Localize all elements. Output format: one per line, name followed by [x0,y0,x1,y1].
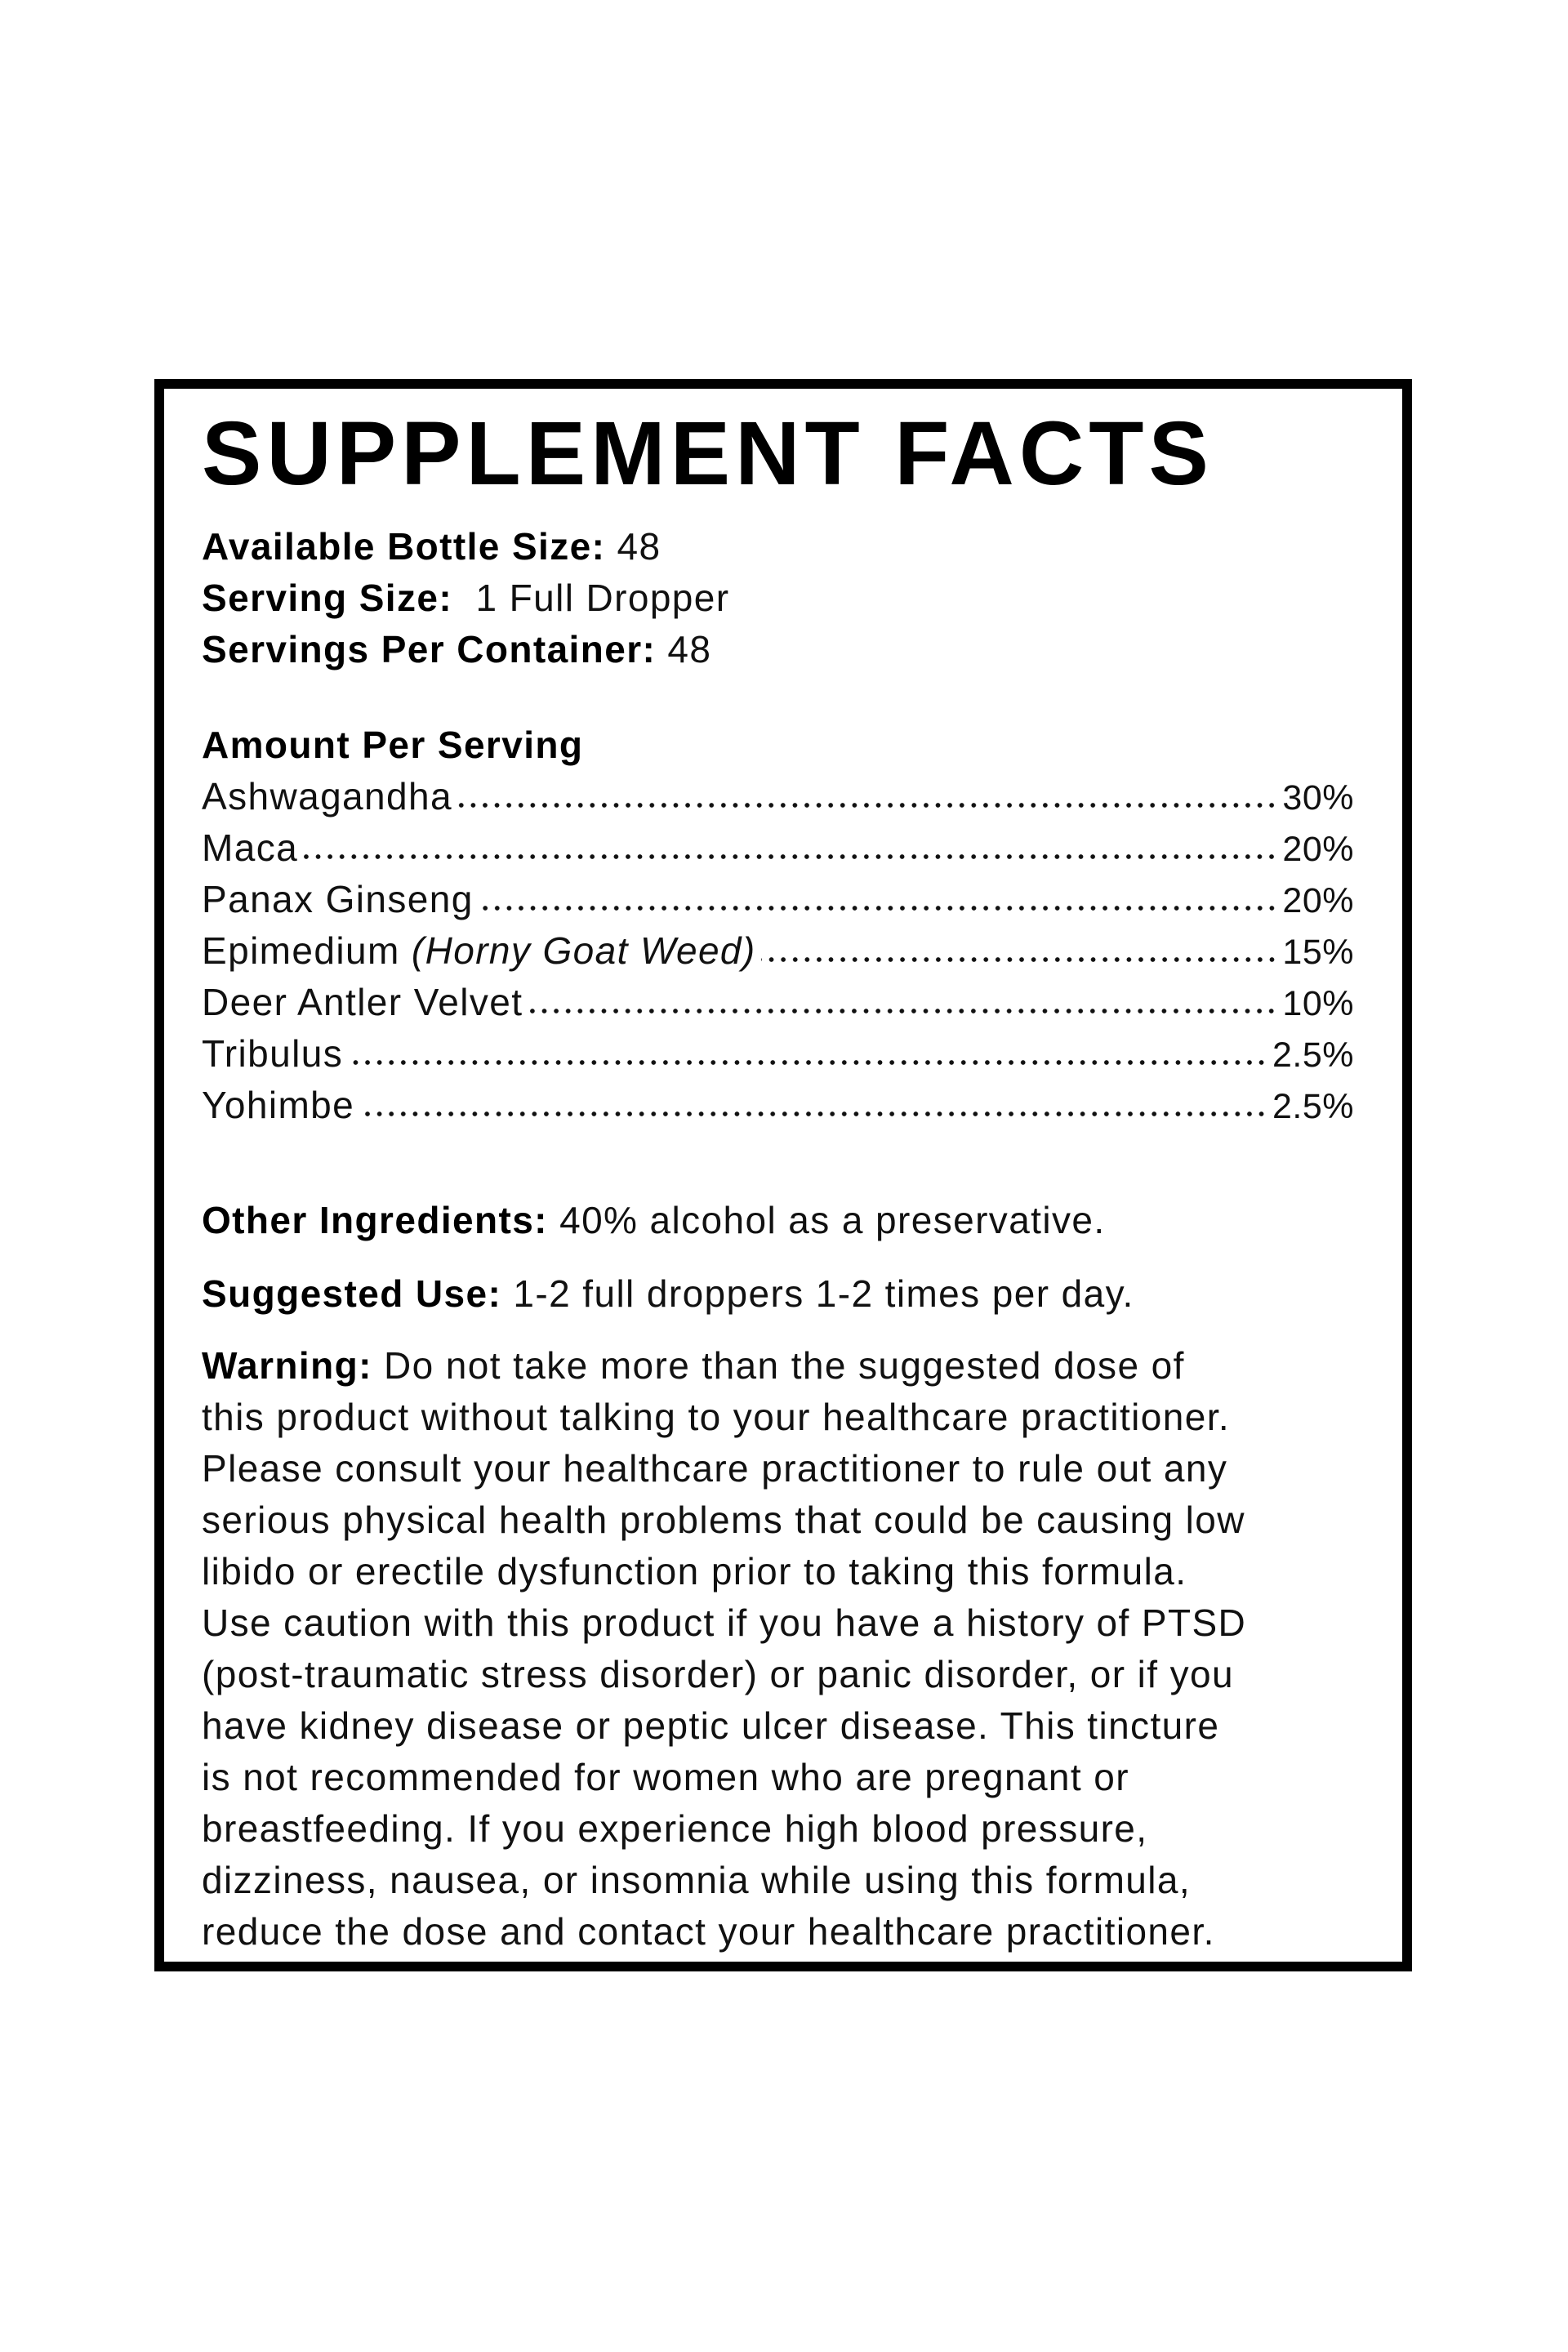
ingredient-list: Ashwagandha 30% Maca 20% Panax Ginseng 2… [202,771,1354,1131]
dot-leader [359,1111,1267,1116]
ingredient-name: Epimedium (Horny Goat Weed) [202,925,756,977]
other-ingredients-label: Other Ingredients: [202,1199,548,1241]
ingredient-name: Maca [202,822,298,874]
ingredient-name: Yohimbe [202,1080,354,1131]
ingredient-name-text: Epimedium [202,929,412,972]
ingredient-name-text: Ashwagandha [202,775,452,817]
warning-paragraph: Warning: Do not take more than the sugge… [202,1340,1246,1958]
warning-line: libido or erectile dysfunction prior to … [202,1550,1187,1592]
serving-size-line: Serving Size: 1 Full Dropper [202,572,730,624]
other-ingredients: Other Ingredients: 40% alcohol as a pres… [202,1195,1106,1246]
ingredient-percent: 30% [1282,778,1354,817]
bottle-size-value: 48 [605,525,662,568]
servings-per-container-value: 48 [656,628,712,670]
servings-per-container-label: Servings Per Container: [202,628,657,670]
ingredient-row: Tribulus 2.5% [202,1028,1354,1080]
bottle-size-label: Available Bottle Size: [202,525,606,568]
warning-line: is not recommended for women who are pre… [202,1756,1129,1798]
warning-line: breastfeeding. If you experience high bl… [202,1807,1148,1850]
warning-line: Warning: Do not take more than the sugge… [202,1340,1246,1392]
warning-line: have kidney disease or peptic ulcer dise… [202,1704,1220,1747]
ingredient-name-text: Tribulus [202,1032,344,1075]
warning-text: Do not take more than the suggested dose… [372,1344,1185,1387]
dot-leader [760,957,1278,962]
ingredient-percent: 2.5% [1272,1087,1354,1126]
servings-per-container-line: Servings Per Container: 48 [202,624,730,675]
ingredient-row: Deer Antler Velvet 10% [202,977,1354,1028]
ingredient-name-text: Panax Ginseng [202,878,474,920]
bottle-size-line: Available Bottle Size: 48 [202,521,730,572]
ingredient-name: Deer Antler Velvet [202,977,523,1028]
warning-line: Please consult your healthcare practitio… [202,1447,1228,1490]
ingredient-row: Panax Ginseng 20% [202,874,1354,925]
warning-line: Use caution with this product if you hav… [202,1601,1247,1644]
other-ingredients-text: 40% alcohol as a preservative. [547,1199,1106,1241]
ingredient-row: Epimedium (Horny Goat Weed) 15% [202,925,1354,977]
ingredient-note: (Horny Goat Weed) [411,929,756,972]
ingredient-percent: 2.5% [1272,1036,1354,1075]
warning-line: (post-traumatic stress disorder) or pani… [202,1653,1234,1695]
dot-leader [457,803,1278,808]
warning-line: dizziness, nausea, or insomnia while usi… [202,1859,1192,1901]
ingredient-name: Panax Ginseng [202,874,474,925]
warning-line: serious physical health problems that co… [202,1499,1245,1541]
warning-label: Warning: [202,1344,372,1387]
warning-line: this product without talking to your hea… [202,1396,1231,1438]
ingredient-percent: 20% [1282,881,1354,920]
suggested-use: Suggested Use: 1-2 full droppers 1-2 tim… [202,1268,1134,1320]
dot-leader [303,854,1278,859]
ingredient-percent: 10% [1282,984,1354,1023]
ingredient-name: Ashwagandha [202,771,452,822]
dot-leader [528,1009,1278,1013]
ingredient-row: Maca 20% [202,822,1354,874]
panel-title: SUPPLEMENT FACTS [202,403,1214,504]
ingredient-name-text: Deer Antler Velvet [202,981,523,1023]
ingredient-name-text: Yohimbe [202,1084,355,1126]
warning-line: reduce the dose and contact your healthc… [202,1910,1215,1953]
supplement-facts-panel: SUPPLEMENT FACTS Available Bottle Size: … [154,379,1412,1971]
ingredient-name: Tribulus [202,1028,343,1080]
ingredient-percent: 15% [1282,933,1354,972]
suggested-use-label: Suggested Use: [202,1272,502,1315]
ingredient-percent: 20% [1282,830,1354,869]
serving-size-label: Serving Size: [202,577,453,619]
amount-per-serving-heading: Amount Per Serving [202,724,584,766]
ingredient-name-text: Maca [202,826,299,869]
suggested-use-text: 1-2 full droppers 1-2 times per day. [501,1272,1134,1315]
serving-info: Available Bottle Size: 48 Serving Size: … [202,521,730,675]
ingredient-row: Ashwagandha 30% [202,771,1354,822]
ingredient-row: Yohimbe 2.5% [202,1080,1354,1131]
dot-leader [478,906,1278,911]
serving-size-value: 1 Full Dropper [452,577,730,619]
dot-leader [348,1060,1267,1065]
